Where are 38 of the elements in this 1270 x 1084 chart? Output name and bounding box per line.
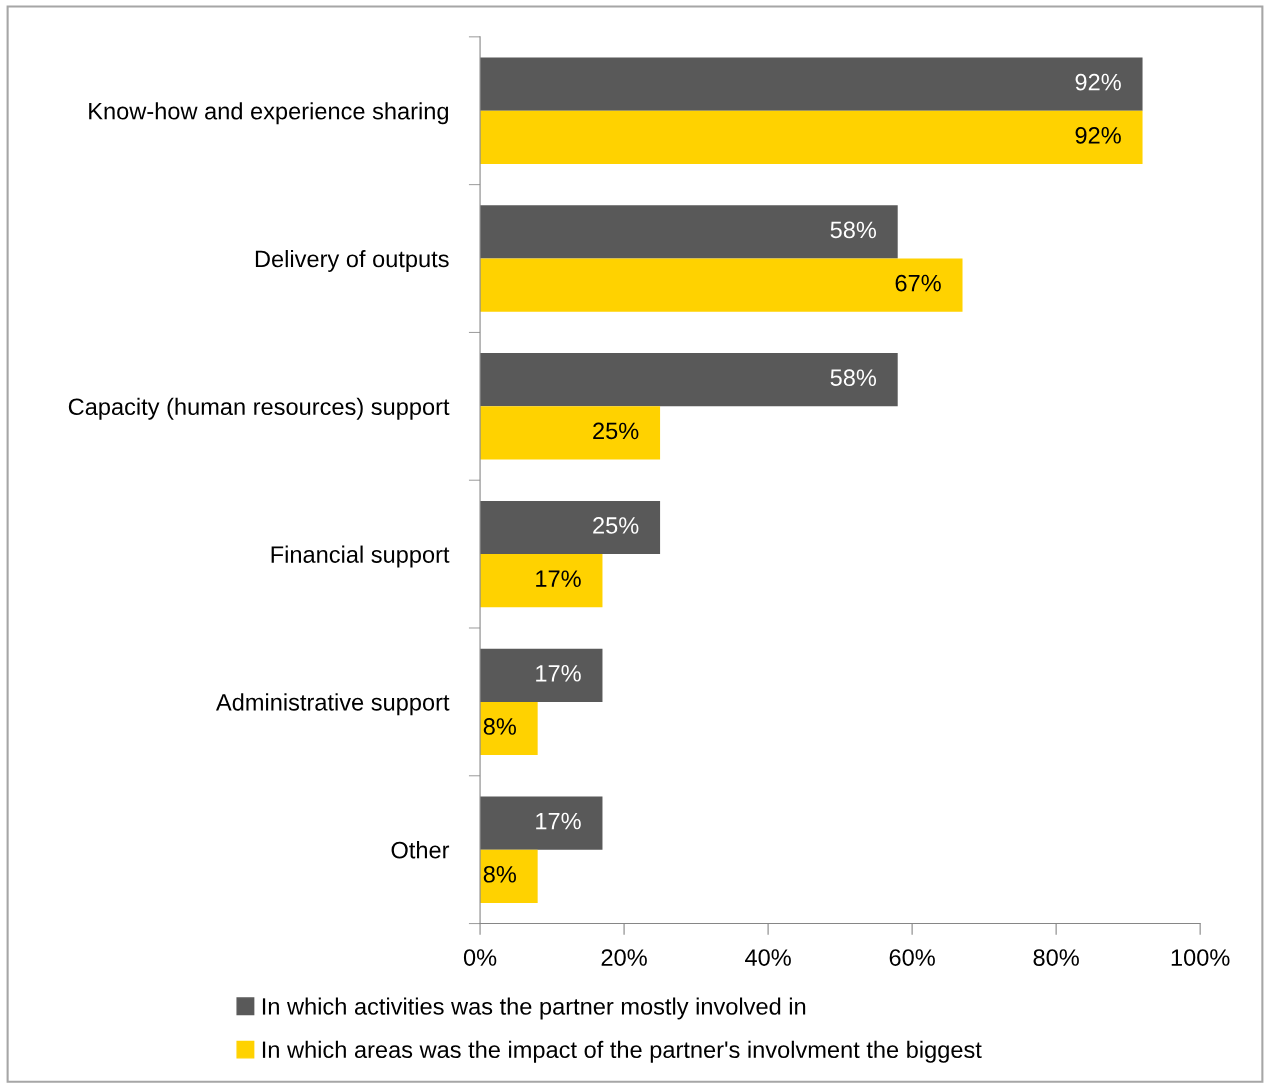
data-label: 17% [536,665,581,682]
data-label: 25% [593,422,639,440]
data-label: 25% [593,517,639,534]
y-tick-label: Delivery of outputs [255,249,449,272]
data-label: 8% [483,718,516,735]
bar [480,57,1143,111]
data-label: 8% [483,865,516,883]
data-label: 58% [830,369,877,387]
x-tick-label: 20% [601,949,647,966]
data-label: 92% [1075,73,1121,91]
x-tick-label: 40% [745,949,791,966]
bar [480,796,603,850]
y-tick-label: Financial support [271,545,450,568]
y-tick-label: Other [391,841,450,859]
bar [480,258,963,312]
bar [480,648,603,702]
data-label: 92% [1075,126,1121,144]
bar [480,406,661,460]
x-tick-label: 60% [889,949,935,966]
y-tick-label: Know-how and experience sharing [89,102,449,125]
data-label: 17% [536,570,581,587]
data-label: 67% [895,274,941,292]
bar [480,500,661,555]
bar [480,701,538,756]
data-label: 17% [536,812,581,830]
y-tick-label: Administrative support [215,693,450,716]
bar [480,205,898,259]
bar [480,849,538,903]
legend-label: In which areas was the impact of the partner's involvment the biggest [262,1040,982,1063]
bar [480,353,898,407]
y-tick-label: Capacity (human resources) support [68,397,450,420]
bar [480,110,1143,164]
x-tick-label: 0% [463,949,497,966]
data-label: 58% [830,221,877,239]
x-tick-label: 100% [1171,949,1230,966]
legend-label: In which activities was the partner mostly involved in [262,997,806,1020]
x-tick-label: 80% [1033,949,1079,966]
bar [480,554,603,608]
